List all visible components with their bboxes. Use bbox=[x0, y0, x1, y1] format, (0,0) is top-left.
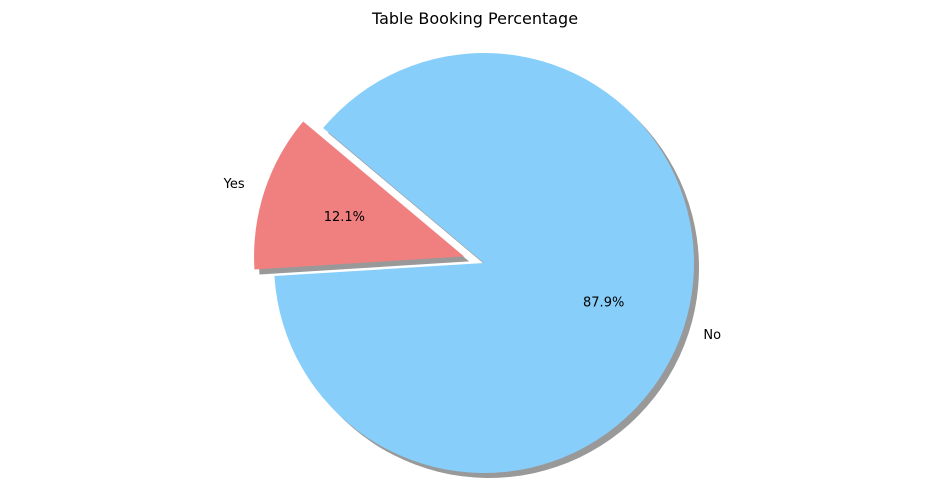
pie-labels: Yes 12.1% No 87.9% bbox=[223, 177, 722, 343]
chart-title: Table Booking Percentage bbox=[371, 9, 578, 28]
pie-label-yes: Yes bbox=[223, 177, 245, 192]
pie-slice-no bbox=[274, 53, 694, 474]
pie-pct-yes: 12.1% bbox=[324, 210, 365, 225]
pie-slice-yes bbox=[254, 121, 465, 270]
pie-pct-no: 87.9% bbox=[583, 295, 624, 310]
pie-label-no: No bbox=[703, 328, 721, 343]
pie-slices bbox=[254, 53, 694, 474]
